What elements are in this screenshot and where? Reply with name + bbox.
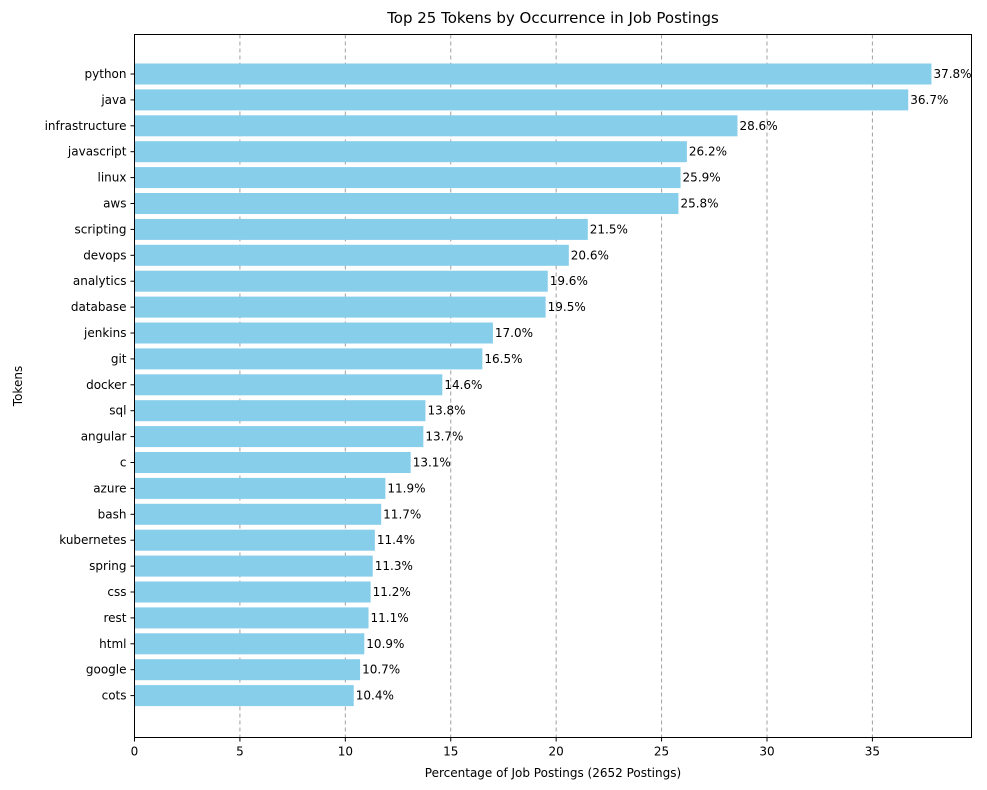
bar-value-label: 13.7% [425,430,463,444]
y-tick-label: angular [81,430,127,444]
y-tick-label: spring [89,559,126,573]
bar-value-label: 26.2% [689,145,727,159]
bar-value-label: 11.9% [387,481,425,495]
bar-value-label: 21.5% [590,222,628,236]
y-tick-label: sql [109,404,126,418]
bar-value-label: 10.7% [362,663,400,677]
bar [134,218,588,240]
y-tick-label: css [107,585,126,599]
bars [134,63,932,707]
bar-value-label: 11.2% [373,585,411,599]
bar-value-label: 13.8% [427,404,465,418]
chart-title: Top 25 Tokens by Occurrence in Job Posti… [386,9,719,27]
y-tick-label: rest [103,611,126,625]
bar [134,244,569,266]
bar-value-label: 19.5% [548,300,586,314]
x-tick-label: 0 [131,745,139,759]
bar [134,193,679,214]
bar [134,529,375,551]
y-tick-label: linux [98,171,127,185]
bar-value-label: 11.7% [383,507,421,521]
bar [134,89,909,111]
bar-value-labels: 37.8% 36.7% 28.6% 26.2% 25.9% 25.8% 21.5% 20.6%… [356,67,972,703]
bar-value-label: 13.1% [413,456,451,470]
y-axis-ticks: python java infrastructure javascript linux a… [45,67,135,703]
bar [134,296,546,318]
bar [134,322,493,344]
bar [134,607,369,629]
bar-value-label: 37.8% [933,67,971,81]
bar [134,555,373,577]
y-tick-label: analytics [73,274,127,288]
bar-value-label: 25.9% [683,171,721,185]
bar-value-label: 20.6% [571,248,609,262]
bar [134,348,483,370]
bar [134,477,386,499]
y-tick-label: database [71,300,127,314]
bar-value-label: 16.5% [484,352,522,366]
bar [134,503,382,525]
y-tick-label: git [111,352,127,366]
bar [134,115,738,137]
y-tick-label: scripting [75,222,127,236]
y-tick-label: python [85,67,127,81]
y-tick-label: docker [86,378,126,392]
bar-value-label: 25.8% [680,197,718,211]
x-tick-label: 10 [338,745,353,759]
bar-value-label: 14.6% [444,378,482,392]
bar [134,581,371,603]
bar-value-label: 17.0% [495,326,533,340]
bar [134,63,932,85]
x-tick-label: 25 [654,745,669,759]
y-tick-label: c [120,456,127,470]
bar-value-label: 28.6% [739,119,777,133]
y-tick-label: bash [98,507,127,521]
bar-value-label: 10.9% [366,637,404,651]
y-tick-label: devops [83,248,126,262]
y-tick-label: cots [102,689,127,703]
bar [134,426,424,448]
y-tick-label: java [100,93,126,107]
bar-value-label: 11.1% [371,611,409,625]
y-tick-label: azure [93,481,126,495]
bar-value-label: 36.7% [910,93,948,107]
y-tick-label: jenkins [83,326,126,340]
y-tick-label: kubernetes [59,533,126,547]
y-tick-label: aws [103,197,126,211]
bar [134,400,426,422]
x-tick-label: 20 [549,745,564,759]
y-axis-label: Tokens [11,366,25,407]
y-tick-label: google [86,663,127,677]
x-tick-label: 35 [865,745,880,759]
bar-value-label: 19.6% [550,274,588,288]
x-tick-label: 15 [443,745,458,759]
x-tick-label: 30 [759,745,774,759]
bar [134,141,687,163]
x-axis-label: Percentage of Job Postings (2652 Posting… [425,766,681,780]
plot-frame [134,34,972,738]
y-tick-label: infrastructure [45,119,127,133]
y-tick-label: html [99,637,126,651]
bar [134,452,411,473]
x-axis-ticks: 0 5 10 15 20 25 30 35 [131,737,880,759]
bar-value-label: 11.4% [377,533,415,547]
bar [134,270,548,292]
bar [134,659,361,681]
bar-value-label: 11.3% [375,559,413,573]
bar [134,685,354,707]
bar [134,374,443,396]
bar [134,167,681,189]
bar [134,633,365,655]
x-tick-label: 5 [236,745,244,759]
y-tick-label: javascript [67,145,127,159]
bar-value-label: 10.4% [356,689,394,703]
